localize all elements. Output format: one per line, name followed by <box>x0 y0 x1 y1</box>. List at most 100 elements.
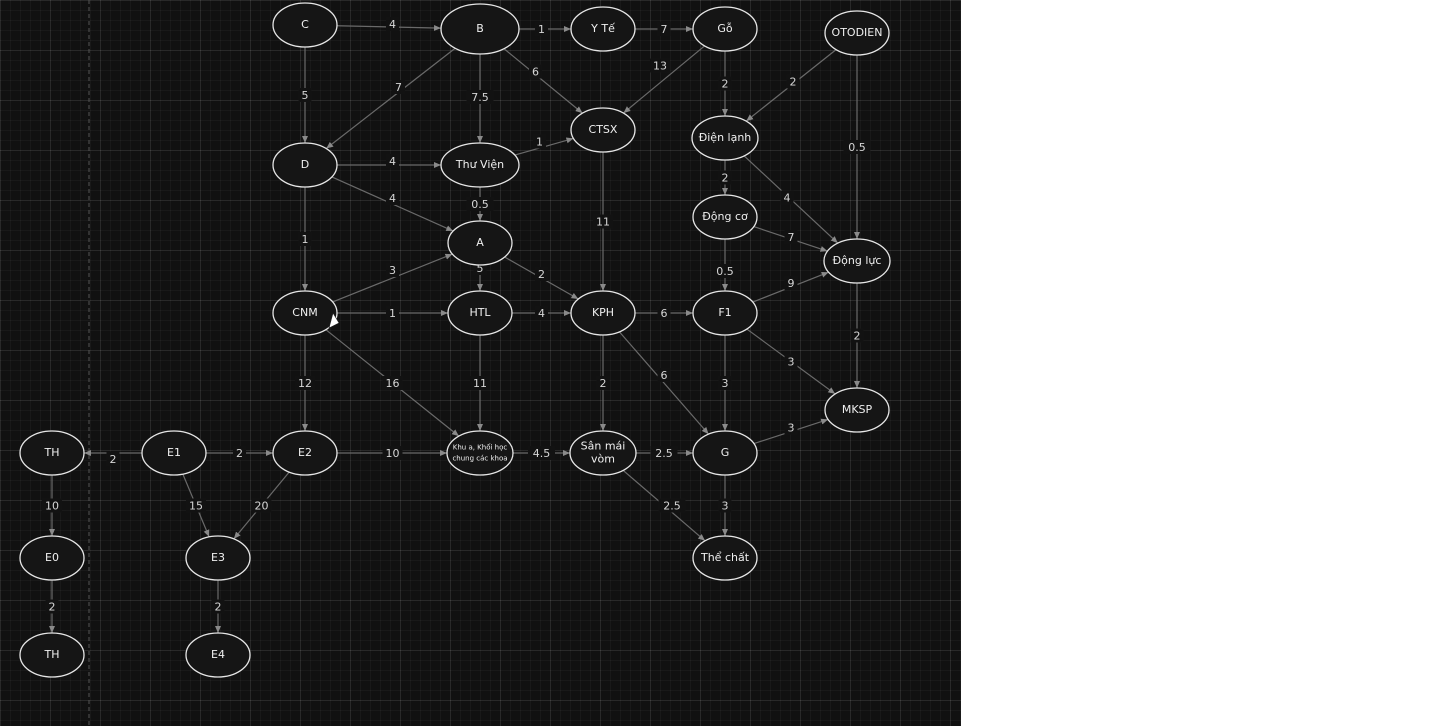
node-mksp[interactable]: MKSP <box>824 387 890 433</box>
node-e1[interactable]: E1 <box>141 430 207 476</box>
edge-g-thechat[interactable]: 3 <box>718 468 732 536</box>
edge-e2-e3[interactable]: 20 <box>233 464 296 540</box>
edge-htl-khua[interactable]: 11 <box>470 328 490 431</box>
edge-g-mksp[interactable]: 3 <box>746 418 829 449</box>
node-thechat[interactable]: Thể chất <box>692 535 758 581</box>
node-otodien[interactable]: OTODIEN <box>824 10 890 56</box>
node-yte[interactable]: Y Tế <box>570 6 636 52</box>
node-e0[interactable]: E0 <box>19 535 85 581</box>
node-kph[interactable]: KPH <box>570 290 636 336</box>
node-label: TH <box>44 446 60 459</box>
node-b[interactable]: B <box>440 3 520 55</box>
edge-b-thuvien[interactable]: 7.5 <box>466 47 494 143</box>
edge-c-d[interactable]: 5 <box>298 40 312 143</box>
node-c[interactable]: C <box>272 2 338 48</box>
node-ellipse <box>692 290 758 336</box>
edge-dongco-f1[interactable]: 0.5 <box>711 232 739 291</box>
edge-th1-e0[interactable]: 10 <box>42 468 62 536</box>
edge-b-d[interactable]: 7 <box>325 41 463 149</box>
edge-e0-th2[interactable]: 2 <box>45 573 59 633</box>
edge-weight-label: 4.5 <box>533 447 551 460</box>
node-ctsx[interactable]: CTSX <box>570 107 636 153</box>
node-ellipse <box>185 632 251 678</box>
edge-b-ctsx[interactable]: 6 <box>496 41 583 114</box>
edge-d-cnm[interactable]: 1 <box>298 180 312 291</box>
node-e4[interactable]: E4 <box>185 632 251 678</box>
node-ellipse <box>570 290 636 336</box>
edge-weight-label: 7 <box>395 81 402 94</box>
node-label: HTL <box>469 306 491 319</box>
edge-cnm-khua[interactable]: 16 <box>318 322 460 437</box>
edge-e1-e3[interactable]: 15 <box>177 466 210 538</box>
edge-dienlanh-dongco[interactable]: 2 <box>718 153 732 195</box>
node-dienlanh[interactable]: Điện lạnh <box>691 115 759 161</box>
edge-kph-f1[interactable]: 6 <box>628 306 693 320</box>
edge-f1-mksp[interactable]: 3 <box>739 322 836 395</box>
edge-dongco-dongluc[interactable]: 7 <box>746 221 828 252</box>
node-g[interactable]: G <box>692 430 758 476</box>
edge-d-a[interactable]: 4 <box>324 171 454 232</box>
node-label: G <box>721 446 730 459</box>
edge-label-background <box>718 170 732 185</box>
edge-htl-kph[interactable]: 4 <box>505 306 571 320</box>
edge-kph-san[interactable]: 2 <box>596 328 610 431</box>
node-e2[interactable]: E2 <box>272 430 338 476</box>
node-ellipse <box>19 632 85 678</box>
edge-e3-e4[interactable]: 2 <box>211 573 225 633</box>
edge-kph-g[interactable]: 6 <box>612 324 710 435</box>
node-f1[interactable]: F1 <box>692 290 758 336</box>
edge-khua-san[interactable]: 4.5 <box>506 446 570 460</box>
edge-f1-dongluc[interactable]: 9 <box>745 271 829 308</box>
edge-otodien-dongluc[interactable]: 0.5 <box>843 48 871 239</box>
edge-go-ctsx[interactable]: 13 <box>623 39 712 114</box>
node-label: A <box>476 236 484 249</box>
edge-e1-th1[interactable]: 2 <box>84 450 149 466</box>
edge-weight-label: 4 <box>538 307 545 320</box>
edge-label-background <box>386 17 399 31</box>
edge-otodien-dienlanh[interactable]: 2 <box>745 42 844 122</box>
node-cnm[interactable]: CNM <box>272 290 338 336</box>
edge-e1-e2[interactable]: 2 <box>199 446 273 460</box>
edge-weight-label: 11 <box>473 377 487 390</box>
edge-weight-label: 1 <box>536 136 543 149</box>
node-thuvien[interactable]: Thư Viện <box>440 142 520 188</box>
edge-yte-go[interactable]: 7 <box>628 22 693 36</box>
edge-e2-khua[interactable]: 10 <box>330 446 447 460</box>
edge-weight-label: 0.5 <box>716 265 734 278</box>
node-ellipse <box>440 142 520 188</box>
edge-ctsx-kph[interactable]: 11 <box>593 145 613 291</box>
node-htl[interactable]: HTL <box>447 290 513 336</box>
edge-a-kph[interactable]: 2 <box>497 250 579 300</box>
edge-san-g[interactable]: 2.5 <box>629 446 693 460</box>
edge-b-yte[interactable]: 1 <box>512 22 571 36</box>
edge-thuvien-a[interactable]: 0.5 <box>466 180 494 221</box>
node-label: MKSP <box>842 403 873 416</box>
edge-f1-g[interactable]: 3 <box>718 328 732 431</box>
edge-d-thuvien[interactable]: 4 <box>330 154 441 168</box>
node-e3[interactable]: E3 <box>185 535 251 581</box>
edge-label-background <box>466 197 494 211</box>
node-dongco[interactable]: Động cơ <box>692 194 758 240</box>
edge-thuvien-ctsx[interactable]: 1 <box>507 134 574 160</box>
node-dongluc[interactable]: Động lực <box>823 238 891 284</box>
edge-cnm-a[interactable]: 3 <box>325 253 453 308</box>
edge-weight-label: 5 <box>477 262 484 275</box>
edge-cnm-htl[interactable]: 1 <box>330 306 448 320</box>
edge-dongluc-mksp[interactable]: 2 <box>850 276 864 388</box>
edge-san-thechat[interactable]: 2.5 <box>615 463 706 542</box>
edge-c-b[interactable]: 4 <box>329 17 442 31</box>
node-go[interactable]: Gỗ <box>692 6 758 52</box>
edge-cnm-e2[interactable]: 12 <box>295 328 315 431</box>
node-th1[interactable]: TH <box>19 430 85 476</box>
node-th2[interactable]: TH <box>19 632 85 678</box>
node-d[interactable]: D <box>272 142 338 188</box>
node-a[interactable]: A <box>447 220 513 266</box>
node-khua[interactable]: Khu a, Khối học chung các khoa <box>446 430 514 476</box>
edge-weight-label: 6 <box>532 66 539 79</box>
node-label: vòm <box>591 453 615 466</box>
edge-go-dienlanh[interactable]: 2 <box>718 44 732 116</box>
edge-label-background <box>386 154 399 168</box>
graph-canvas[interactable]: 4 1 7 5 7 7.5 6 13 2 2 0.5 1 4 4 0.5 11 2 4 7 0.5 1 3 5 2 1 4 6 9 2 1… <box>0 0 961 726</box>
